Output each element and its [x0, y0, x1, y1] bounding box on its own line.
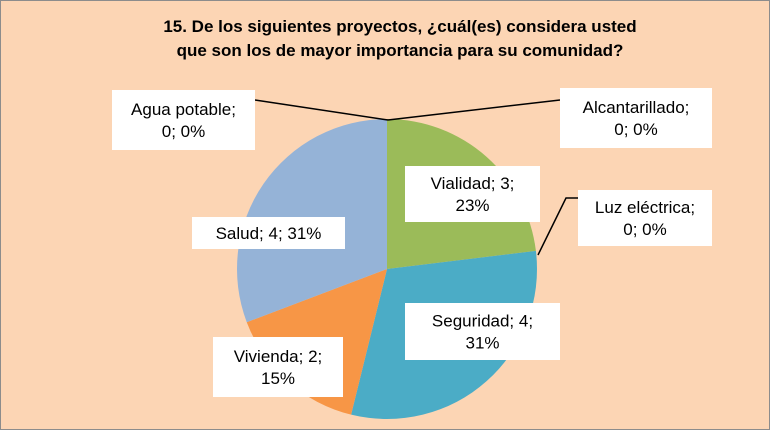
leader-line	[537, 197, 578, 256]
data-label-box	[560, 88, 712, 148]
leader-line	[387, 99, 561, 121]
data-label: Vialidad; 3; 23%	[431, 174, 515, 215]
data-label-box	[405, 166, 540, 222]
data-label-box	[192, 217, 345, 249]
data-label: Agua potable; 0; 0%	[131, 100, 236, 141]
data-label: Salud; 4; 31%	[216, 224, 322, 243]
leader-line	[254, 99, 389, 121]
data-label: Alcantarillado; 0; 0%	[583, 98, 690, 139]
data-label-box	[213, 337, 343, 397]
data-label-box	[405, 303, 560, 360]
data-label-box	[578, 190, 712, 246]
data-label-box	[112, 90, 255, 150]
chart-title: 15. De los siguientes proyectos, ¿cuál(e…	[163, 17, 636, 60]
data-label: Vivienda; 2; 15%	[234, 347, 323, 388]
data-label: Luz eléctrica; 0; 0%	[595, 198, 695, 239]
data-label: Seguridad; 4; 31%	[432, 312, 533, 353]
